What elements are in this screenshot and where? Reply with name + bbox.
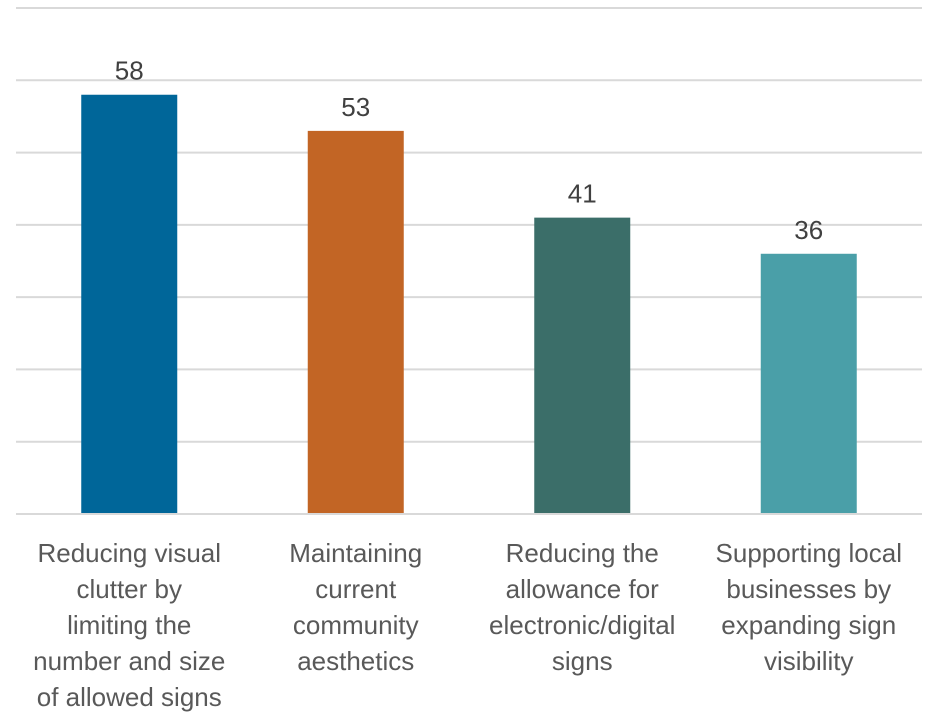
category-label-line: Supporting local xyxy=(716,538,902,568)
category-label-line: electronic/digital xyxy=(489,610,675,640)
category-label-line: Reducing visual xyxy=(37,538,221,568)
data-labels: 58 53 41 36 xyxy=(115,56,823,245)
category-label-line: current xyxy=(315,574,397,604)
bar-3 xyxy=(534,217,631,514)
category-labels: Reducing visual clutter by limiting the num… xyxy=(33,538,902,712)
category-label-line: of allowed signs xyxy=(37,682,222,712)
category-label-line: visibility xyxy=(764,646,854,676)
category-label-line: allowance for xyxy=(506,574,660,604)
category-label-line: signs xyxy=(552,646,613,676)
category-label-line: clutter by xyxy=(77,574,183,604)
category-label-line: Reducing the xyxy=(506,538,659,568)
category-label-3: Reducing the allowance for electronic/digi… xyxy=(489,538,675,676)
data-label-4: 36 xyxy=(794,215,823,245)
data-label-2: 53 xyxy=(341,92,370,122)
bar-4 xyxy=(760,253,857,514)
category-label-line: number and size xyxy=(33,646,225,676)
bar-1 xyxy=(81,94,178,514)
category-label-2: Maintaining current community aesthetics xyxy=(289,538,422,676)
category-label-line: Maintaining xyxy=(289,538,422,568)
category-label-line: limiting the xyxy=(67,610,191,640)
data-label-3: 41 xyxy=(568,179,597,209)
category-label-line: expanding sign xyxy=(721,610,896,640)
category-label-line: businesses by xyxy=(726,574,891,604)
bars xyxy=(81,94,857,514)
category-label-line: aesthetics xyxy=(297,646,414,676)
category-label-line: community xyxy=(293,610,419,640)
category-label-1: Reducing visual clutter by limiting the num… xyxy=(33,538,225,712)
bar-2 xyxy=(307,130,404,514)
data-label-1: 58 xyxy=(115,56,144,86)
category-label-4: Supporting local businesses by expanding s… xyxy=(716,538,902,676)
